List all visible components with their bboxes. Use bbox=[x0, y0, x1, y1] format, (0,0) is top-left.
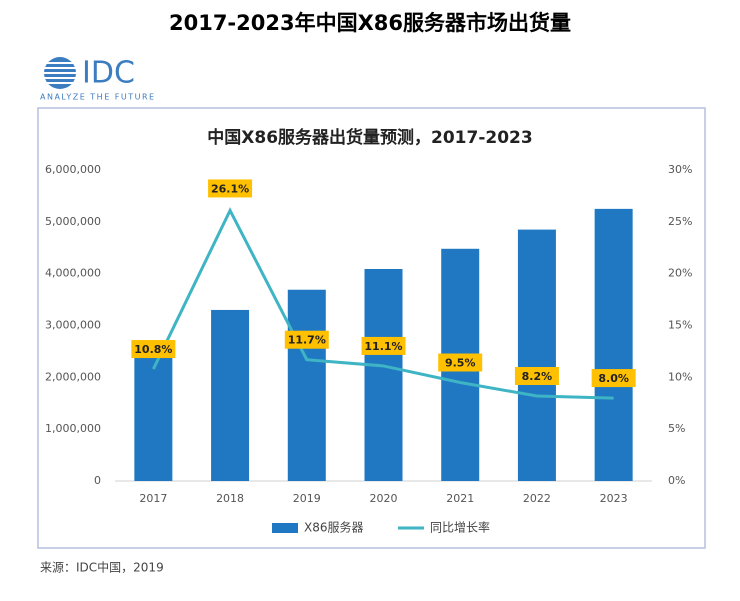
chart-title: 中国X86服务器出货量预测，2017-2023 bbox=[207, 127, 532, 148]
value-label-box bbox=[361, 336, 406, 355]
value-label-box bbox=[284, 330, 329, 349]
y2-tick-label: 30% bbox=[668, 163, 692, 176]
bar bbox=[134, 345, 173, 481]
value-label: 9.5% bbox=[445, 357, 476, 370]
x-tick-label: 2020 bbox=[370, 492, 398, 505]
value-label: 26.1% bbox=[211, 182, 249, 195]
page-title: 2017-2023年中国X86服务器市场出货量 bbox=[169, 11, 571, 35]
y2-tick-label: 15% bbox=[668, 319, 692, 332]
x-tick-label: 2017 bbox=[139, 492, 167, 505]
value-label: 8.0% bbox=[598, 372, 629, 385]
value-label: 11.7% bbox=[288, 334, 326, 347]
y2-tick-label: 20% bbox=[668, 267, 692, 280]
y2-tick-label: 25% bbox=[668, 215, 692, 228]
bar bbox=[211, 309, 250, 481]
bar bbox=[517, 229, 556, 481]
y-tick-label: 4,000,000 bbox=[45, 267, 101, 280]
source-note: 来源：IDC中国，2019 bbox=[40, 560, 164, 575]
legend-label: 同比增长率 bbox=[430, 520, 490, 535]
y2-tick-label: 0% bbox=[668, 474, 685, 487]
logo: IDC ANALYZE THE FUTURE bbox=[40, 56, 156, 102]
y-tick-label: 5,000,000 bbox=[45, 215, 101, 228]
line bbox=[152, 207, 614, 400]
logo-name: IDC bbox=[82, 56, 135, 91]
x-tick-label: 2019 bbox=[293, 492, 321, 505]
bar bbox=[287, 289, 326, 481]
value-label: 10.8% bbox=[134, 343, 172, 356]
x-tick-label: 2018 bbox=[216, 492, 244, 505]
bar bbox=[594, 208, 633, 481]
y2-tick-label: 5% bbox=[668, 422, 685, 435]
value-label-box bbox=[438, 353, 483, 372]
logo-stripes bbox=[43, 62, 77, 84]
bar bbox=[364, 269, 403, 481]
y-tick-label: 3,000,000 bbox=[45, 319, 101, 332]
y-tick-label: 0 bbox=[94, 474, 101, 487]
legend-label: X86服务器 bbox=[304, 520, 364, 535]
value-label: 8.2% bbox=[522, 370, 553, 383]
value-label-box bbox=[591, 369, 636, 388]
chart-frame bbox=[37, 107, 706, 549]
x-tick-label: 2022 bbox=[523, 492, 551, 505]
legend-swatch bbox=[272, 523, 298, 533]
value-label: 11.1% bbox=[364, 340, 402, 353]
y-tick-label: 6,000,000 bbox=[45, 163, 101, 176]
y-tick-label: 1,000,000 bbox=[45, 422, 101, 435]
x-tick-label: 2023 bbox=[600, 492, 628, 505]
logo-tagline: ANALYZE THE FUTURE bbox=[40, 93, 156, 102]
value-label-box bbox=[131, 340, 176, 359]
value-label-box bbox=[514, 366, 559, 385]
value-label-box bbox=[208, 179, 253, 198]
y-tick-label: 2,000,000 bbox=[45, 370, 101, 383]
x-tick-label: 2021 bbox=[446, 492, 474, 505]
y2-tick-label: 10% bbox=[668, 370, 692, 383]
